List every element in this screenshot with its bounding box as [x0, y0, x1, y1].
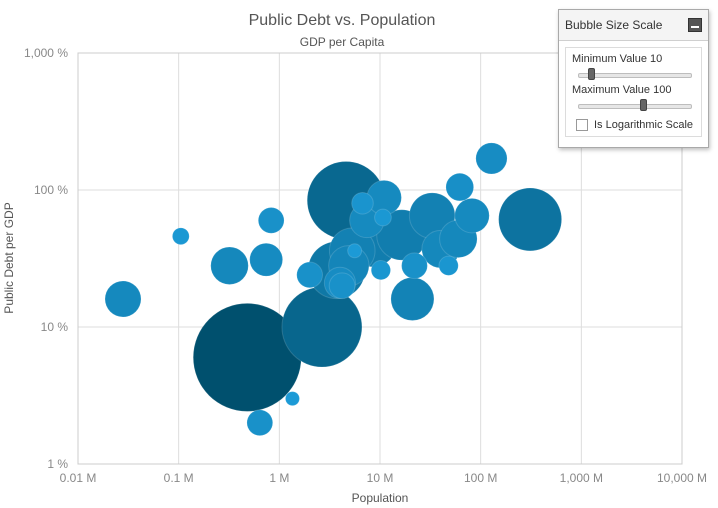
maximum-slider-thumb[interactable]	[639, 99, 647, 111]
bubble-point[interactable]	[454, 197, 490, 234]
bubble-point[interactable]	[284, 391, 300, 407]
bubble-point[interactable]	[328, 272, 356, 300]
bubble-point[interactable]	[171, 227, 190, 246]
bubble-point[interactable]	[498, 187, 563, 252]
x-tick-label: 0.01 M	[60, 471, 97, 485]
x-tick-label: 1 M	[269, 471, 289, 485]
chart-title: Public Debt vs. Population	[249, 12, 436, 29]
bubble-point[interactable]	[281, 286, 363, 368]
x-tick-label: 10,000 M	[657, 471, 707, 485]
y-axis-label: Public Debt per GDP	[2, 202, 16, 313]
panel-body: Minimum Value 10 Maximum Value 100 Is Lo…	[565, 47, 702, 137]
log-scale-checkbox[interactable]	[576, 119, 588, 131]
y-axis-ticks: 1 % 10 % 100 % 1,000 %	[24, 46, 68, 471]
bubble-point[interactable]	[104, 280, 142, 318]
bubble-point[interactable]	[296, 261, 324, 289]
bubble-size-scale-panel: Bubble Size Scale Minimum Value 10 Maxim…	[558, 9, 709, 148]
bubble-point[interactable]	[249, 242, 284, 277]
maximum-value-label: Maximum Value 100	[572, 84, 672, 96]
bubble-point[interactable]	[370, 260, 392, 281]
y-tick-label: 1,000 %	[24, 46, 68, 60]
x-tick-label: 10 M	[367, 471, 394, 485]
bubble-point[interactable]	[475, 142, 508, 175]
x-tick-label: 100 M	[464, 471, 497, 485]
y-tick-label: 10 %	[41, 320, 69, 334]
bubble-point[interactable]	[438, 255, 459, 276]
log-scale-label: Is Logarithmic Scale	[594, 119, 694, 131]
slider-track	[578, 73, 692, 78]
bubble-point[interactable]	[401, 252, 428, 280]
bubble-point[interactable]	[246, 409, 274, 437]
x-tick-label: 0.1 M	[164, 471, 194, 485]
minimum-value-slider[interactable]	[578, 66, 692, 84]
x-tick-label: 1,000 M	[560, 471, 603, 485]
chart-subtitle: GDP per Capita	[300, 35, 385, 49]
y-tick-label: 100 %	[34, 183, 68, 197]
bubble-point[interactable]	[347, 243, 363, 259]
bubble-point[interactable]	[210, 246, 249, 285]
bubble-point[interactable]	[445, 172, 475, 202]
y-tick-label: 1 %	[47, 457, 68, 471]
bubble-point[interactable]	[390, 277, 435, 322]
maximum-value-slider[interactable]	[578, 97, 692, 115]
plot-area-border	[77, 52, 683, 465]
slider-track	[578, 104, 692, 109]
x-axis-ticks: 0.01 M 0.1 M 1 M 10 M 100 M 1,000 M 10,000 M	[60, 471, 707, 485]
minimize-button[interactable]	[688, 18, 702, 32]
log-scale-option[interactable]: Is Logarithmic Scale	[576, 119, 695, 131]
bubbles	[104, 142, 563, 437]
x-axis-label: Population	[352, 491, 409, 505]
minimum-slider-thumb[interactable]	[588, 68, 596, 80]
bubble-point[interactable]	[374, 208, 392, 227]
panel-header: Bubble Size Scale	[559, 10, 708, 41]
panel-title: Bubble Size Scale	[565, 18, 663, 32]
minimum-value-label: Minimum Value 10	[572, 53, 663, 65]
bubble-point[interactable]	[351, 191, 374, 215]
bubble-point[interactable]	[257, 207, 285, 234]
